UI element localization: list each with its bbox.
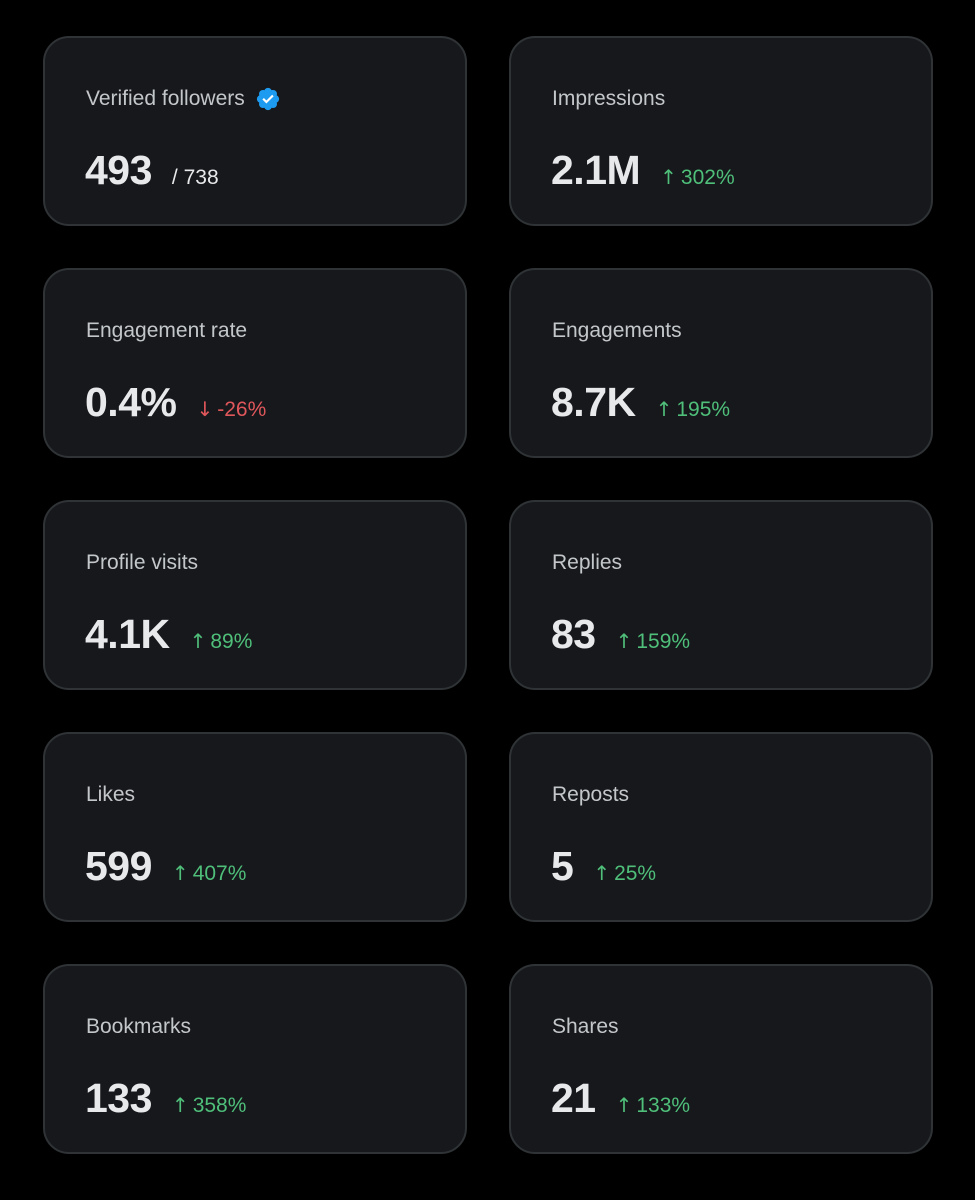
metric-value-row: 493 / 738 [85,146,219,194]
metric-change: ↑ 89% [190,629,253,654]
metric-change: ↑ 302% [660,165,734,190]
metric-change: ↑ 195% [656,397,730,422]
metric-label: Impressions [552,87,666,110]
metric-label: Shares [552,1015,619,1038]
metric-value: 83 [551,611,596,657]
metric-value: 2.1M [551,147,641,193]
metric-card-engagement-rate[interactable]: Engagement rate 0.4% ↓ -26% [43,268,467,458]
metric-label: Replies [552,551,623,574]
metric-label-row: Likes [86,782,135,808]
metric-card-verified-followers[interactable]: Verified followers 493 / 738 [43,36,467,226]
metric-change: ↓ -26% [196,397,266,422]
metric-value-row: 2.1M ↑ 302% [551,146,735,194]
arrow-up-icon: ↑ [660,165,677,189]
metric-change: ↑ 133% [616,1093,690,1118]
metric-value-row: 83 ↑ 159% [551,610,690,658]
metric-value-row: 4.1K ↑ 89% [85,610,252,658]
metric-card-shares[interactable]: Shares 21 ↑ 133% [509,964,933,1154]
metric-value: 599 [85,843,152,889]
metric-change: ↑ 159% [616,629,690,654]
metric-label-row: Impressions [552,86,665,112]
metric-change-value: -26% [217,398,267,421]
metric-card-replies[interactable]: Replies 83 ↑ 159% [509,500,933,690]
metric-card-impressions[interactable]: Impressions 2.1M ↑ 302% [509,36,933,226]
metric-label-row: Engagement rate [86,318,247,344]
metric-label-row: Shares [552,1014,619,1040]
metric-label: Reposts [552,783,630,806]
metric-total: / 738 [171,166,219,189]
metric-value: 0.4% [85,379,177,425]
metric-change-value: 407% [192,862,247,885]
metric-change-value: 25% [614,862,657,885]
metric-card-bookmarks[interactable]: Bookmarks 133 ↑ 358% [43,964,467,1154]
metric-value-row: 21 ↑ 133% [551,1074,690,1122]
metric-value: 133 [85,1075,152,1121]
metric-change-value: 89% [210,630,253,653]
metric-change-value: 159% [636,630,691,653]
metric-label: Likes [86,783,136,806]
metric-label-row: Reposts [552,782,629,808]
metric-card-reposts[interactable]: Reposts 5 ↑ 25% [509,732,933,922]
arrow-up-icon: ↑ [189,629,207,653]
metric-change: ↑ 358% [172,1093,246,1118]
metric-label-row: Bookmarks [86,1014,191,1040]
metric-value-row: 8.7K ↑ 195% [551,378,730,426]
arrow-up-icon: ↑ [593,861,611,885]
metric-value-row: 133 ↑ 358% [85,1074,246,1122]
metric-change-value: 302% [680,166,735,189]
arrow-up-icon: ↑ [615,629,633,653]
metric-label-row: Replies [552,550,622,576]
metric-label: Profile visits [86,551,199,574]
metric-value: 21 [551,1075,596,1121]
metric-card-likes[interactable]: Likes 599 ↑ 407% [43,732,467,922]
metric-label: Verified followers [86,87,245,110]
metric-card-engagements[interactable]: Engagements 8.7K ↑ 195% [509,268,933,458]
arrow-down-icon: ↓ [196,397,214,421]
metric-value-row: 5 ↑ 25% [551,842,656,890]
metric-change-value: 358% [192,1094,247,1117]
metric-card-profile-visits[interactable]: Profile visits 4.1K ↑ 89% [43,500,467,690]
metric-value: 493 [85,147,152,193]
metric-label-row: Engagements [552,318,682,344]
metric-label: Engagement rate [86,319,248,342]
metric-label-row: Profile visits [86,550,198,576]
metric-label: Bookmarks [86,1015,192,1038]
arrow-up-icon: ↑ [615,1093,633,1117]
metrics-grid: Verified followers 493 / 738 Impressions… [43,36,933,1154]
metric-label: Engagements [552,319,682,342]
metric-change: ↑ 25% [593,861,656,886]
metric-value-row: 599 ↑ 407% [85,842,246,890]
metric-value: 5 [551,843,574,889]
metric-value-row: 0.4% ↓ -26% [85,378,266,426]
arrow-up-icon: ↑ [655,397,673,421]
metric-label-row: Verified followers [86,86,281,112]
metric-change-value: 195% [676,398,731,421]
arrow-up-icon: ↑ [171,1093,189,1117]
verified-badge-icon [255,86,281,112]
metric-change-value: 133% [636,1094,691,1117]
metric-value: 4.1K [85,611,170,657]
metric-value: 8.7K [551,379,636,425]
metric-change: ↑ 407% [172,861,246,886]
arrow-up-icon: ↑ [171,861,189,885]
